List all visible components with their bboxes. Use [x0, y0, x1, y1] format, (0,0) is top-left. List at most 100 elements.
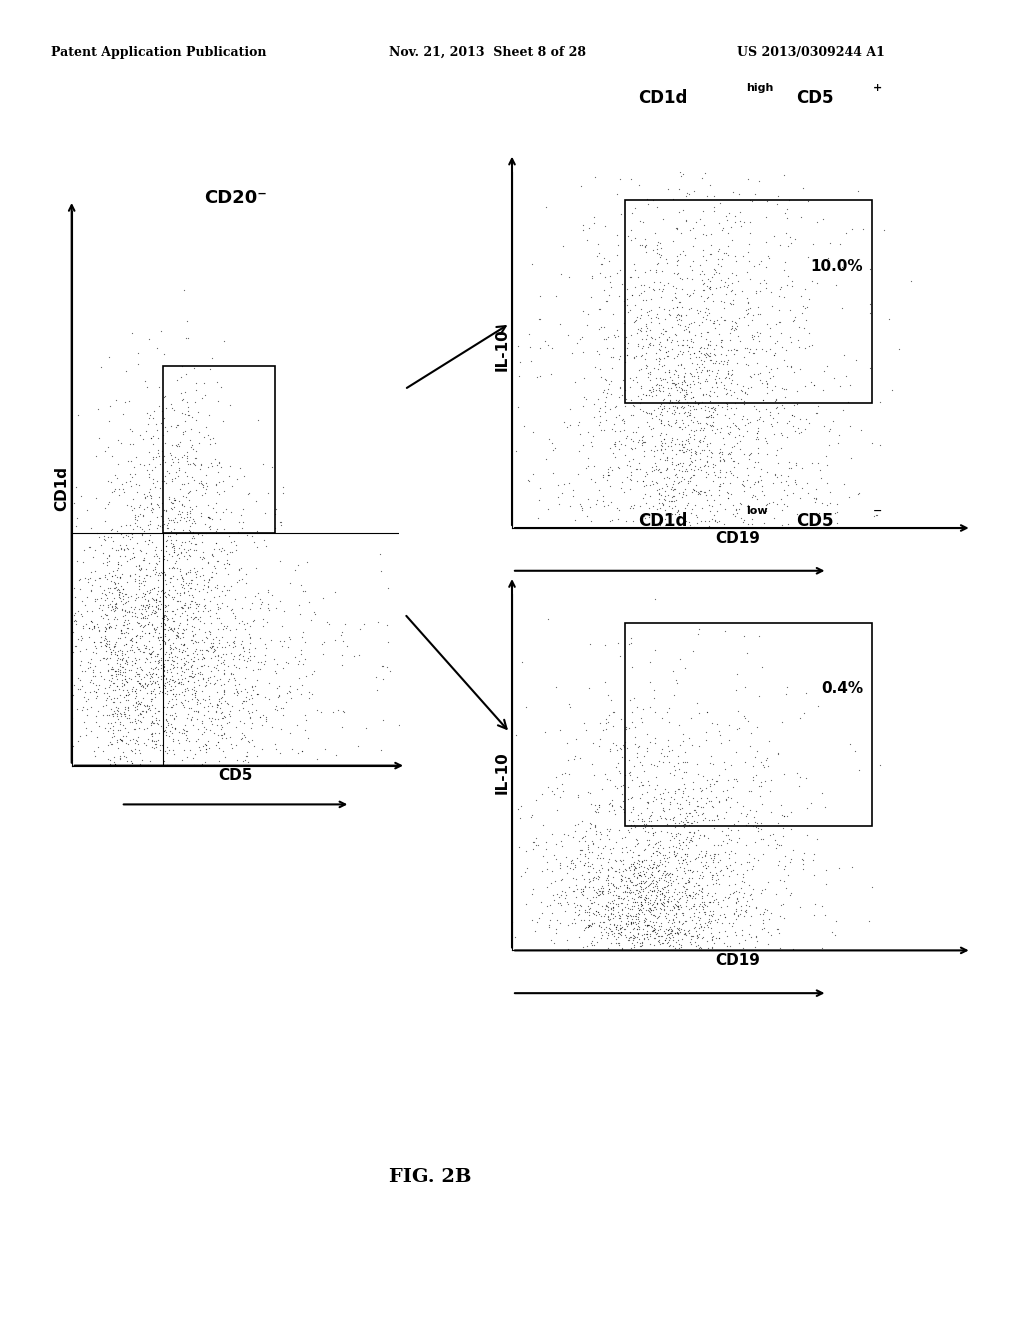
Point	[660, 741, 677, 762]
Point	[689, 925, 706, 946]
Point	[629, 932, 645, 953]
Point	[737, 708, 754, 729]
Point	[581, 915, 597, 936]
Point	[682, 219, 698, 240]
Point	[645, 920, 662, 941]
Point	[680, 428, 696, 449]
Point	[96, 498, 113, 519]
Point	[787, 453, 804, 474]
Point	[660, 414, 677, 436]
Point	[100, 677, 117, 698]
Point	[182, 496, 199, 517]
Point	[191, 661, 208, 682]
Point	[239, 612, 255, 634]
Point	[202, 358, 218, 379]
Point	[666, 896, 682, 917]
Point	[197, 690, 213, 711]
Point	[643, 289, 659, 310]
Point	[651, 784, 668, 805]
Point	[757, 899, 773, 920]
Point	[694, 354, 711, 375]
Point	[336, 702, 352, 723]
Point	[120, 721, 136, 742]
Point	[195, 688, 211, 709]
Point	[740, 251, 757, 272]
Point	[603, 921, 620, 942]
Point	[648, 833, 665, 854]
Point	[250, 582, 266, 603]
Point	[184, 615, 201, 636]
Point	[758, 272, 774, 293]
Point	[648, 261, 665, 282]
Point	[664, 370, 680, 391]
Point	[646, 896, 663, 917]
Point	[168, 550, 184, 572]
Point	[641, 810, 657, 832]
Point	[146, 702, 163, 723]
Point	[667, 395, 683, 416]
Point	[669, 218, 685, 239]
Point	[646, 459, 663, 480]
Point	[637, 235, 653, 256]
Point	[664, 432, 680, 453]
Point	[711, 834, 727, 855]
Point	[721, 367, 737, 388]
Point	[682, 312, 698, 333]
Point	[196, 697, 212, 718]
Point	[592, 861, 608, 882]
Point	[188, 594, 205, 615]
Point	[242, 628, 258, 649]
Point	[688, 810, 705, 832]
Point	[753, 458, 769, 479]
Point	[698, 329, 715, 350]
Point	[807, 479, 823, 500]
Point	[694, 359, 711, 380]
Point	[556, 474, 572, 495]
Point	[743, 376, 760, 397]
Point	[707, 510, 723, 531]
Point	[674, 797, 690, 818]
Point	[669, 857, 685, 878]
Point	[697, 484, 714, 506]
Point	[694, 766, 711, 787]
Point	[604, 346, 621, 367]
Point	[617, 731, 634, 752]
Point	[607, 916, 624, 937]
Point	[785, 310, 802, 331]
Point	[136, 642, 153, 663]
Point	[792, 896, 808, 917]
Point	[527, 789, 544, 810]
Point	[234, 645, 251, 667]
Point	[667, 888, 683, 909]
Point	[762, 825, 778, 846]
Point	[170, 414, 186, 436]
Point	[666, 843, 682, 865]
Point	[196, 631, 212, 652]
Point	[692, 264, 709, 285]
Point	[751, 253, 767, 275]
Point	[653, 434, 670, 455]
Point	[643, 440, 659, 461]
Point	[665, 836, 681, 857]
Point	[838, 222, 854, 243]
Point	[261, 672, 278, 693]
Point	[596, 496, 612, 517]
Point	[667, 286, 683, 308]
Point	[582, 634, 598, 655]
Point	[68, 611, 84, 632]
Point	[629, 853, 645, 874]
Point	[144, 615, 161, 636]
Point	[698, 343, 715, 364]
Point	[328, 630, 344, 651]
Point	[185, 616, 202, 638]
Point	[584, 912, 600, 933]
Point	[271, 742, 288, 763]
Point	[614, 746, 631, 767]
Point	[657, 863, 674, 884]
Point	[558, 884, 574, 906]
Point	[597, 635, 613, 656]
Point	[161, 647, 177, 668]
Point	[671, 471, 687, 492]
Point	[641, 731, 657, 752]
Point	[653, 335, 670, 356]
